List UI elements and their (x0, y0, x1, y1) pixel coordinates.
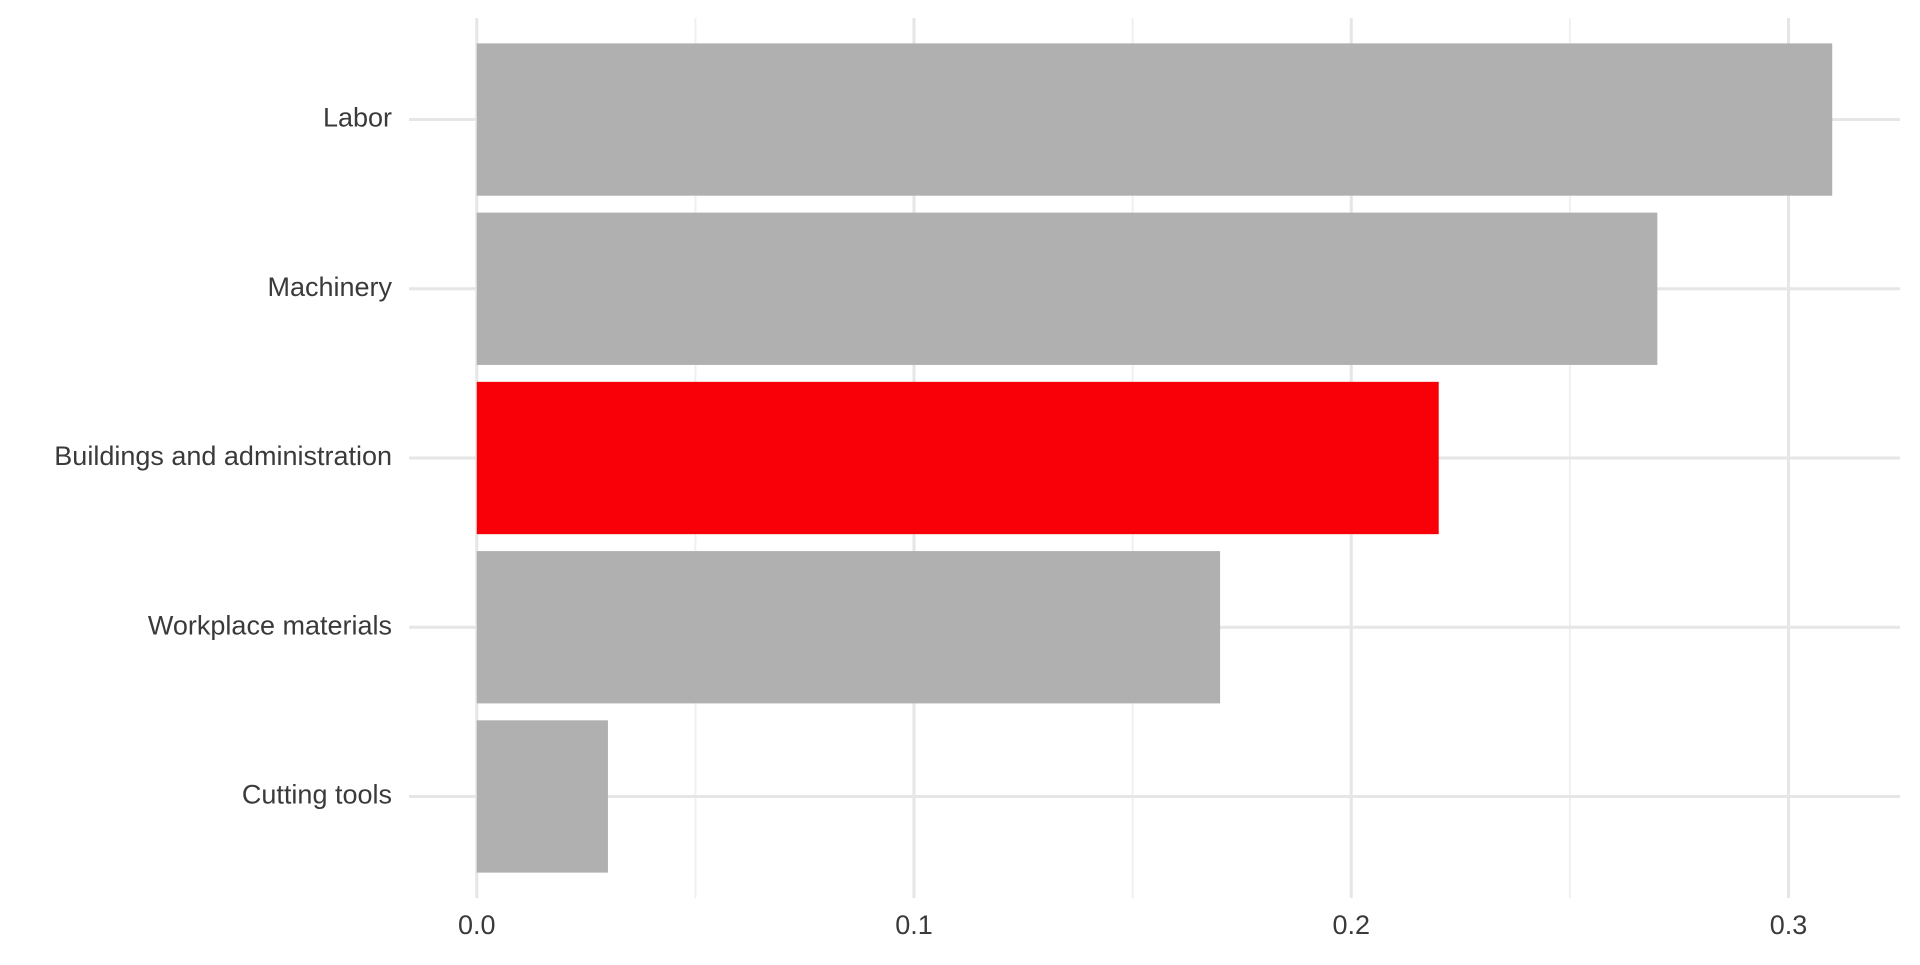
bar (476, 212, 1658, 365)
x-tick-label: 0.2 (1332, 910, 1370, 940)
bar (476, 720, 608, 873)
y-tick-label: Machinery (267, 272, 392, 302)
y-tick-label: Cutting tools (242, 780, 392, 810)
x-tick-label: 0.1 (895, 910, 933, 940)
x-tick-label: 0.0 (458, 910, 496, 940)
y-tick-label: Labor (323, 103, 392, 133)
bar (476, 381, 1439, 535)
x-tick-label: 0.3 (1770, 910, 1808, 940)
bar (476, 43, 1833, 196)
y-tick-label: Buildings and administration (54, 441, 392, 471)
y-tick-label: Workplace materials (148, 610, 392, 640)
bar (476, 551, 1221, 704)
